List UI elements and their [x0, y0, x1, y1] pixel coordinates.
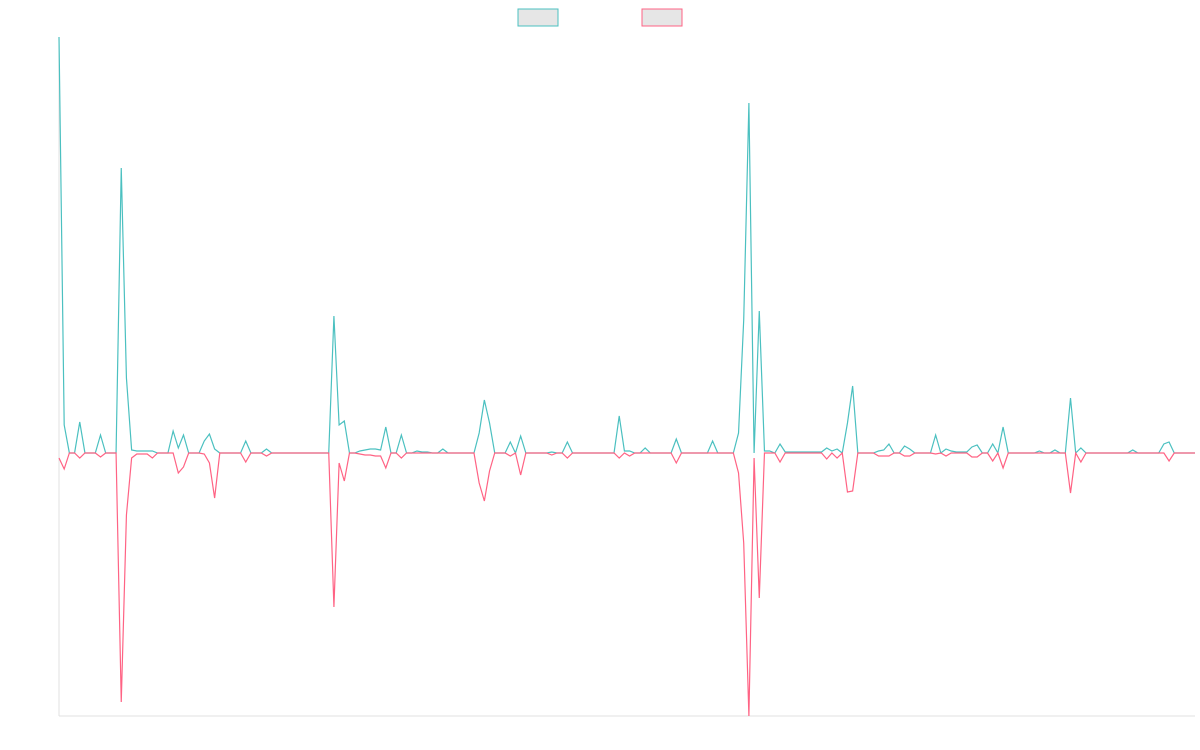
series-line — [58, 451, 1195, 717]
series-line — [58, 36, 1195, 455]
legend-swatch[interactable] — [641, 8, 683, 27]
legend-swatch[interactable] — [517, 8, 559, 27]
